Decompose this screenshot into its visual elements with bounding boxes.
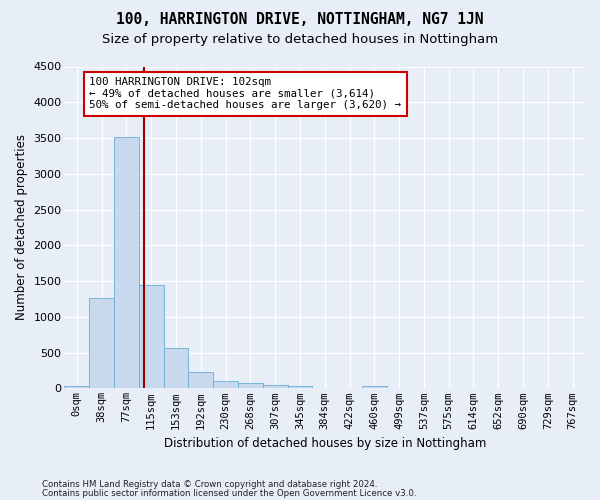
- Bar: [164, 348, 188, 389]
- Text: 100, HARRINGTON DRIVE, NOTTINGHAM, NG7 1JN: 100, HARRINGTON DRIVE, NOTTINGHAM, NG7 1…: [116, 12, 484, 28]
- Bar: [362, 386, 386, 388]
- Text: 100 HARRINGTON DRIVE: 102sqm
← 49% of detached houses are smaller (3,614)
50% of: 100 HARRINGTON DRIVE: 102sqm ← 49% of de…: [89, 77, 401, 110]
- Bar: [263, 385, 287, 388]
- Bar: [89, 298, 114, 388]
- X-axis label: Distribution of detached houses by size in Nottingham: Distribution of detached houses by size …: [164, 437, 486, 450]
- Bar: [238, 383, 263, 388]
- Bar: [188, 372, 213, 388]
- Text: Contains public sector information licensed under the Open Government Licence v3: Contains public sector information licen…: [42, 488, 416, 498]
- Bar: [213, 380, 238, 388]
- Y-axis label: Number of detached properties: Number of detached properties: [15, 134, 28, 320]
- Bar: [287, 386, 313, 388]
- Text: Contains HM Land Registry data © Crown copyright and database right 2024.: Contains HM Land Registry data © Crown c…: [42, 480, 377, 489]
- Bar: [64, 386, 89, 388]
- Bar: [114, 136, 139, 388]
- Text: Size of property relative to detached houses in Nottingham: Size of property relative to detached ho…: [102, 32, 498, 46]
- Bar: [139, 284, 164, 389]
